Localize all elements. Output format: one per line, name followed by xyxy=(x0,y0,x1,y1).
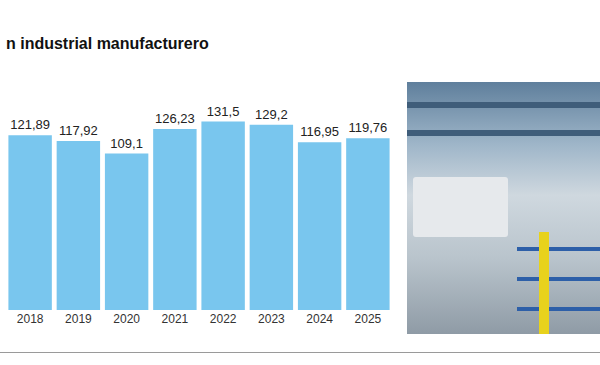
svg-text:2023: 2023 xyxy=(258,312,285,326)
svg-text:2024: 2024 xyxy=(306,312,333,326)
svg-text:129,2: 129,2 xyxy=(255,107,288,122)
svg-text:119,76: 119,76 xyxy=(348,120,387,135)
svg-text:121,89: 121,89 xyxy=(10,117,50,132)
svg-text:131,5: 131,5 xyxy=(207,104,240,119)
svg-text:2019: 2019 xyxy=(65,312,92,326)
svg-text:2022: 2022 xyxy=(210,312,237,326)
svg-text:2018: 2018 xyxy=(17,312,44,326)
svg-text:n industrial manufacturero: n industrial manufacturero xyxy=(6,35,209,52)
svg-text:2025: 2025 xyxy=(355,312,382,326)
svg-text:126,23: 126,23 xyxy=(155,111,195,126)
svg-text:116,95: 116,95 xyxy=(300,124,339,139)
svg-text:109,1: 109,1 xyxy=(110,136,143,151)
svg-text:2021: 2021 xyxy=(162,312,189,326)
svg-text:2020: 2020 xyxy=(113,312,140,326)
svg-text:117,92: 117,92 xyxy=(59,123,98,138)
